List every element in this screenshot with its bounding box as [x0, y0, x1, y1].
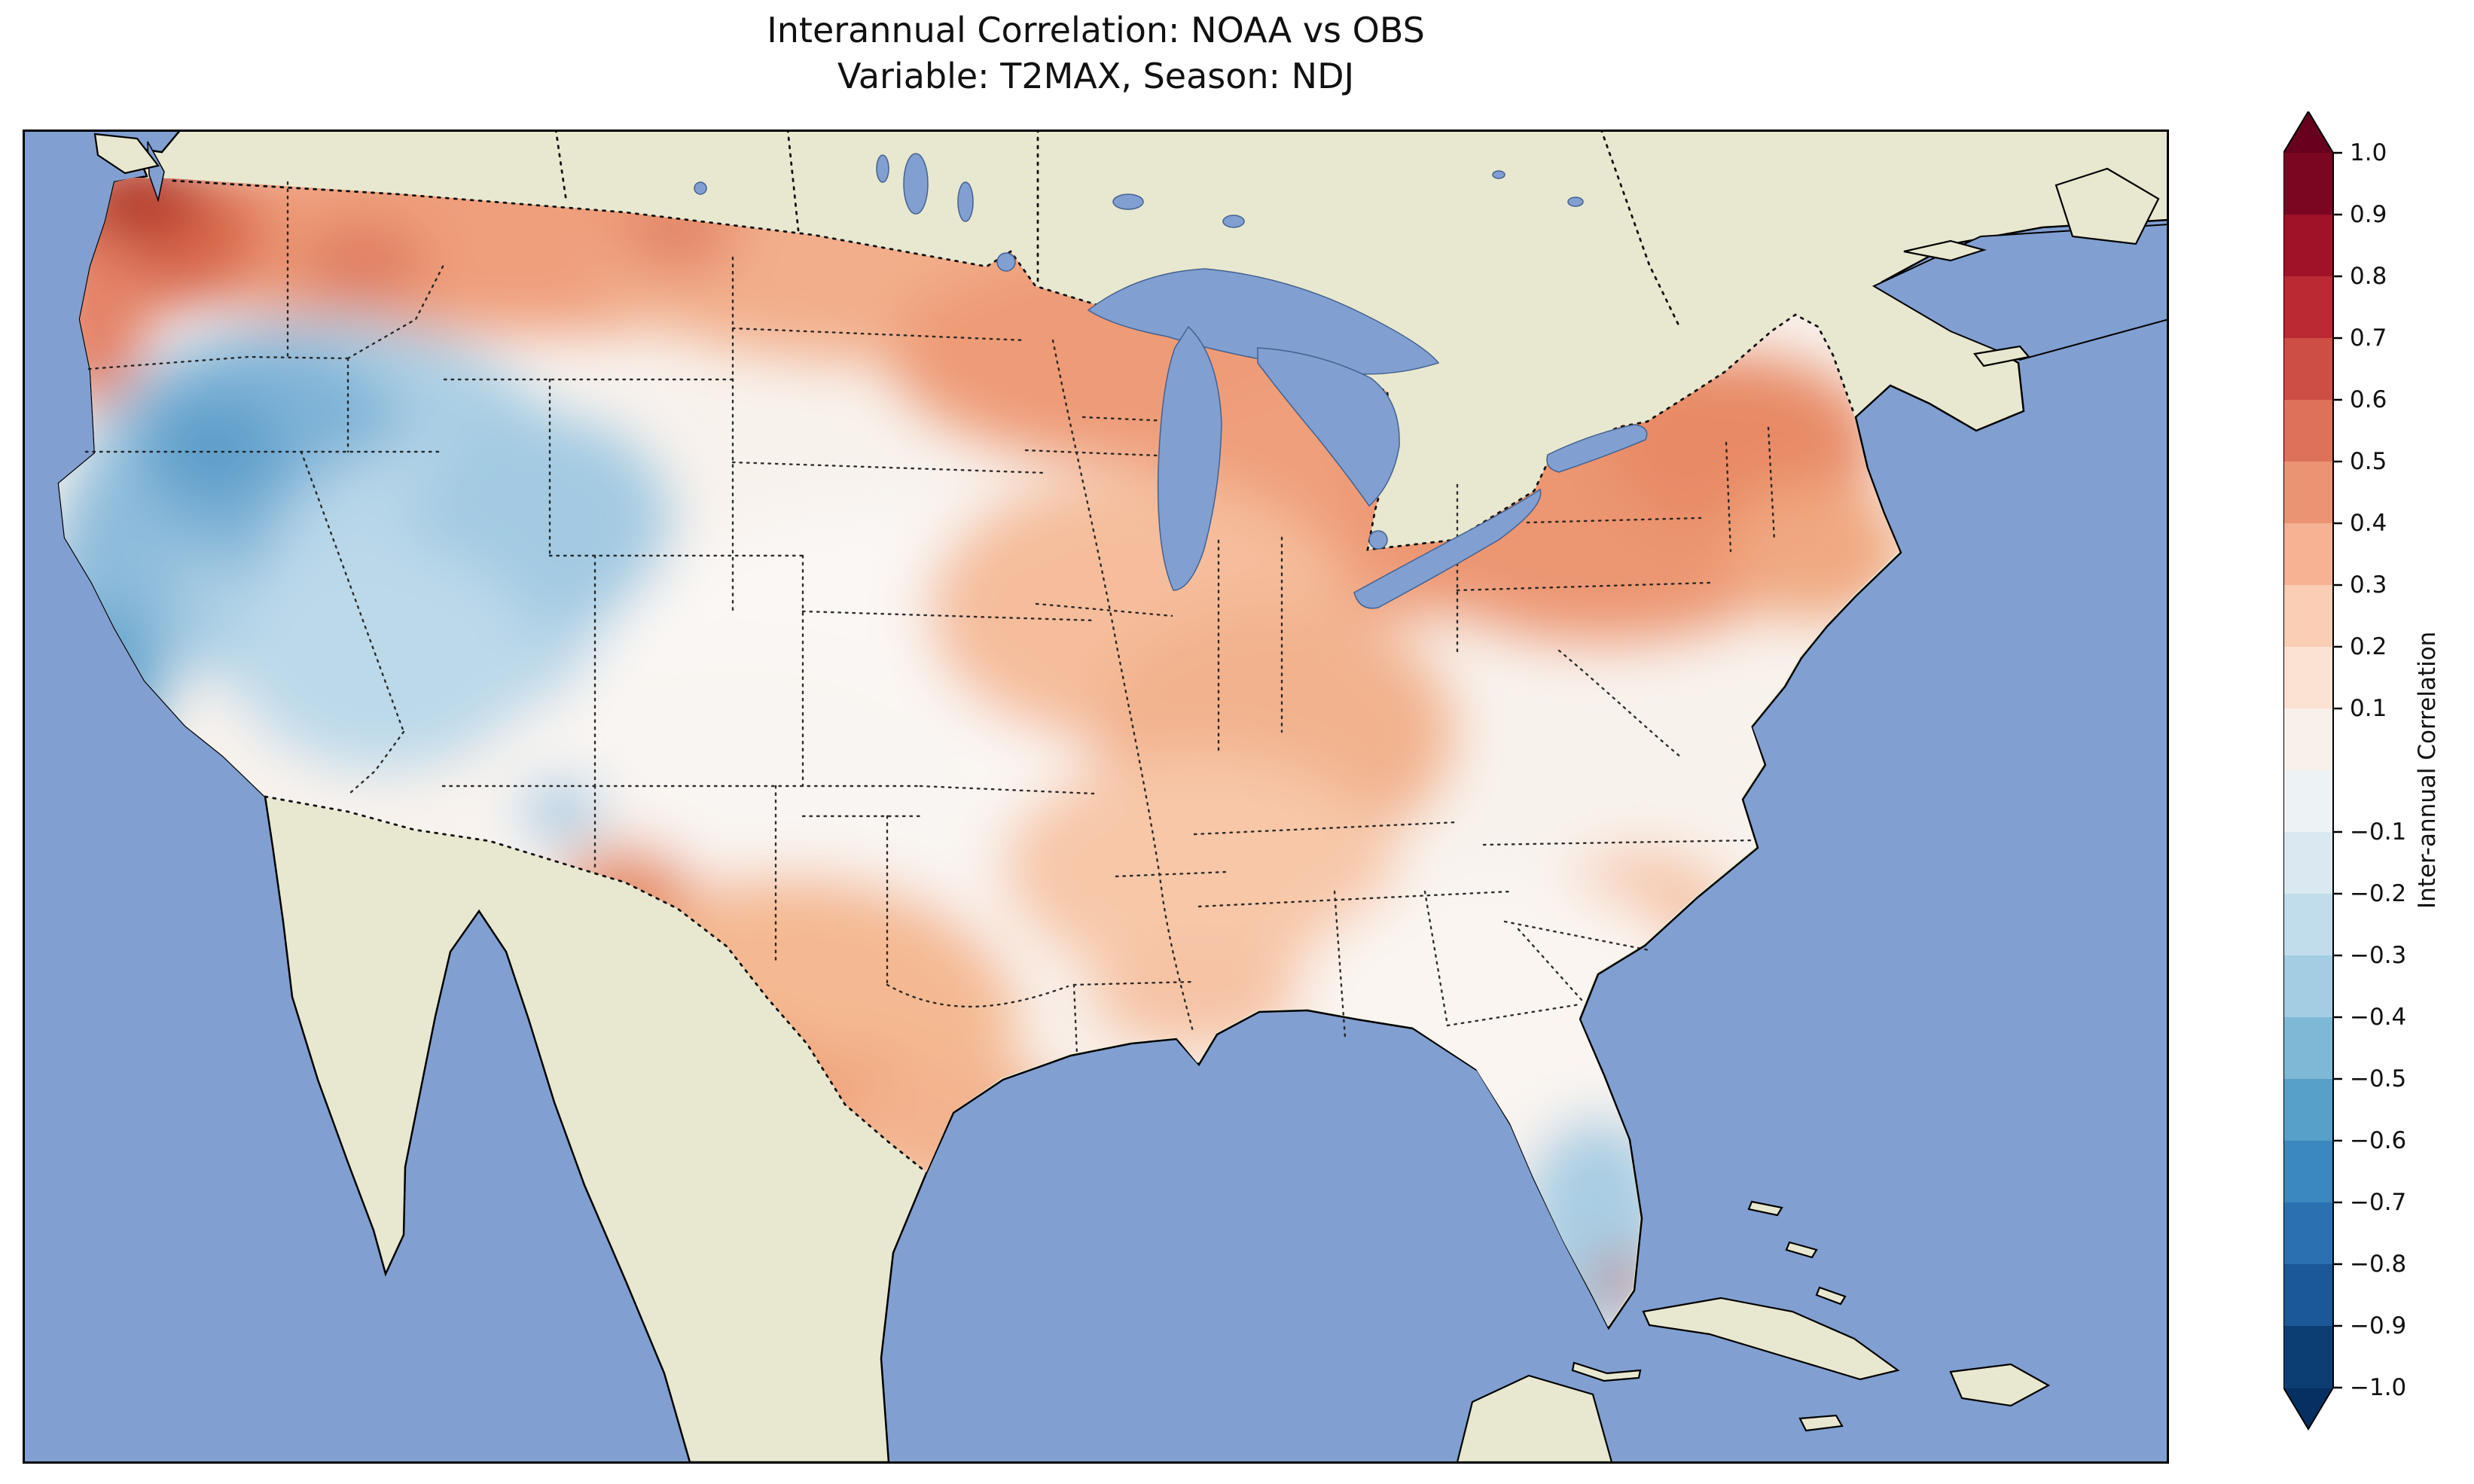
colorbar-tick-label: −0.9: [2350, 1312, 2406, 1339]
florida-keys: [1571, 1361, 1642, 1382]
colorbar-bin: [2283, 1202, 2333, 1265]
colorbar-axis-label: Inter-annual Correlation: [2414, 631, 2441, 910]
colorbar-bin: [2283, 770, 2333, 833]
colorbar-tick-label: 0.5: [2350, 448, 2387, 475]
colorbar-tick-label: −0.8: [2350, 1251, 2406, 1278]
hispaniola: [1949, 1363, 2051, 1407]
colorbar-tick-label: 0.1: [2350, 695, 2387, 722]
colorbar-bin: [2283, 1017, 2333, 1080]
colorbar-tick-label: −0.1: [2350, 818, 2406, 846]
colorbar-tick-label: −0.6: [2350, 1127, 2406, 1154]
colorbar-tick-label: 0.7: [2350, 325, 2387, 352]
colorbar-bin: [2283, 276, 2333, 339]
colorbar-bin: [2283, 523, 2333, 586]
colorbar-tick-label: 0.4: [2350, 510, 2387, 537]
colorbar-bin: [2283, 832, 2333, 894]
lake-superior: [1087, 268, 1440, 375]
map-frame: [23, 130, 2169, 1464]
lake-winnipeg: [903, 153, 929, 215]
colorbar-over-arrow: [2283, 111, 2333, 153]
colorbar-tick-label: 0.2: [2350, 633, 2387, 660]
colorbar-bin: [2283, 462, 2333, 524]
jamaica: [1798, 1414, 1844, 1432]
lake-erie: [1353, 488, 1542, 609]
colorbar-tick-label: −1.0: [2350, 1374, 2406, 1401]
newfoundland: [2055, 167, 2160, 245]
colorbar-bin: [2283, 400, 2333, 462]
figure-title-line1: Interannual Correlation: NOAA vs OBS: [767, 10, 1425, 50]
national-borders: [172, 128, 1856, 1174]
colorbar-svg: 1.0 0.9 0.8 0.7 0.6 0.5 0.4 0.3 0.2 0.1 −0.1 −0.2 −0…: [2283, 110, 2406, 1431]
colorbar-bin: [2283, 153, 2333, 215]
colorbar-tick-label: 0.8: [2350, 263, 2387, 290]
lake-ontario: [1546, 424, 1648, 473]
vancouver-island: [93, 133, 160, 175]
colorbar-bin: [2283, 1079, 2333, 1141]
colorbar-bin: [2283, 215, 2333, 277]
map-panel: [23, 128, 2170, 1464]
colorbar-tick-label: −0.4: [2350, 1004, 2406, 1031]
colorbar-tick-label: 0.9: [2350, 201, 2387, 228]
colorbar-bin: [2283, 894, 2333, 956]
colorbar: 1.0 0.9 0.8 0.7 0.6 0.5 0.4 0.3 0.2 0.1 −0.1 −0.2 −0…: [2283, 110, 2474, 1452]
anticosti-island: [1903, 239, 1987, 262]
colorbar-bin: [2283, 955, 2333, 1018]
colorbar-tick-label: 0.6: [2350, 386, 2387, 413]
us-correlation-map: [23, 128, 2170, 1464]
prince-edward-island: [1973, 345, 2031, 367]
colorbar-tick-label: 0.3: [2350, 571, 2387, 599]
cuba: [1642, 1297, 1900, 1381]
colorbar-tick-label: 1.0: [2350, 139, 2387, 166]
state-borders: [84, 181, 1776, 1056]
colorbar-bin: [2283, 708, 2333, 771]
colorbar-tick-label: −0.7: [2350, 1189, 2406, 1216]
colorbar-bin: [2283, 1326, 2333, 1388]
lake-michigan: [1157, 325, 1222, 591]
great-lakes: [147, 141, 1648, 609]
figure-title: Interannual Correlation: NOAA vs OBS Var…: [23, 8, 2169, 99]
colorbar-under-arrow: [2283, 1388, 2333, 1429]
colorbar-tick-label: −0.2: [2350, 880, 2406, 907]
lake-huron: [1257, 347, 1400, 507]
colorbar-bin: [2283, 1264, 2333, 1327]
colorbar-bin: [2283, 1141, 2333, 1203]
bahamas: [1747, 1200, 1783, 1217]
figure-title-line2: Variable: T2MAX, Season: NDJ: [837, 55, 1355, 96]
colorbar-bin: [2283, 338, 2333, 401]
colorbar-tick-label: −0.5: [2350, 1065, 2406, 1092]
colorbar-bin: [2283, 647, 2333, 709]
colorbar-tick-label: −0.3: [2350, 942, 2406, 969]
islands: [93, 133, 2160, 1464]
colorbar-bin: [2283, 585, 2333, 648]
